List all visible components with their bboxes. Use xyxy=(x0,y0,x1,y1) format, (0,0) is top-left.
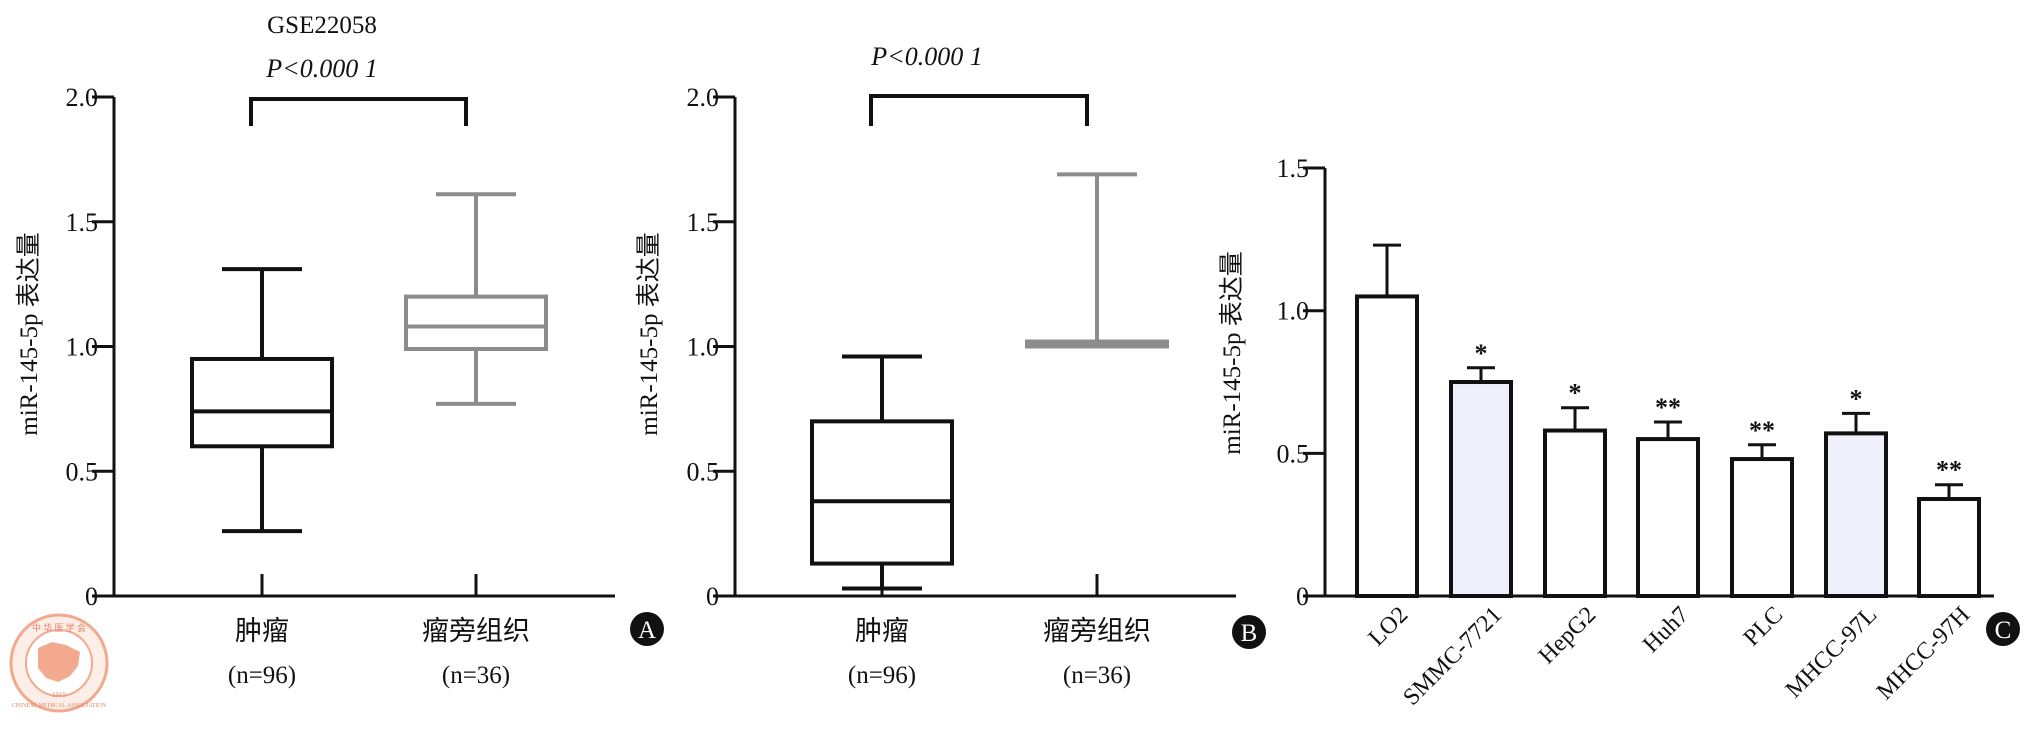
panel-a-significance-bracket xyxy=(249,97,468,126)
panel-c-bar-plc: ** PLC xyxy=(1730,416,1794,652)
panel-b: P<0.000 1 miR-145-5p 表达量 0 0.5 1.0 1.5 2.0 肿… xyxy=(635,42,1266,689)
y-tick-label: 1.0 xyxy=(66,333,99,362)
y-tick-label: 0 xyxy=(85,582,98,611)
panel-c-bar-hepg2: * HepG2 xyxy=(1534,379,1607,669)
panel-c-badge xyxy=(1986,612,2020,646)
panel-a-badge-letter: A xyxy=(638,617,656,644)
panel-b-ylabel: miR-145-5p 表达量 xyxy=(635,232,663,435)
interquartile-box xyxy=(810,419,954,566)
y-tick-label: 1.5 xyxy=(66,208,99,237)
bar xyxy=(1543,428,1607,598)
bar xyxy=(1355,294,1419,598)
y-tick-label: 0 xyxy=(1296,582,1309,611)
panel-a-ylabel: miR-145-5p 表达量 xyxy=(15,232,43,435)
x-tick-label: Huh7 xyxy=(1638,602,1694,658)
chinese-medical-association-logo: 中 华 医 学 会 CHINESE MEDICAL ASSOCIATION 19… xyxy=(9,613,109,713)
logo-text-top: 中 华 医 学 会 xyxy=(32,622,86,633)
panel-c-bar-huh7: ** Huh7 xyxy=(1636,393,1700,658)
panel-b-group-n-tumor: (n=96) xyxy=(848,662,916,689)
significance-mark: ** xyxy=(1655,393,1681,422)
panel-c-bar-mhcc97h: ** MHCC-97H xyxy=(1872,456,1981,705)
significance-mark: * xyxy=(1850,384,1863,413)
panel-b-group-label-tumor: 肿瘤 xyxy=(855,616,909,646)
panel-a-badge xyxy=(630,612,664,646)
panel-b-group-n-adjacent: (n=36) xyxy=(1063,662,1131,689)
interquartile-box xyxy=(404,294,548,351)
bar xyxy=(1824,431,1888,598)
panel-c-ylabel: miR-145-5p 表达量 xyxy=(1218,251,1246,454)
x-tick-label: MHCC-97L xyxy=(1781,602,1882,703)
y-tick-label: 0.5 xyxy=(66,457,99,486)
bar xyxy=(1730,457,1794,598)
bar xyxy=(1449,380,1513,598)
panel-b-badge xyxy=(1232,615,1266,649)
y-tick-label: 2.0 xyxy=(687,83,720,112)
panel-c-badge-letter: C xyxy=(1995,617,2012,644)
y-tick-label: 1.0 xyxy=(1277,297,1310,326)
x-tick-label: PLC xyxy=(1739,602,1789,652)
panel-b-significance: P<0.000 1 xyxy=(870,42,982,71)
panel-b-y-axis: 0 0.5 1.0 1.5 2.0 xyxy=(687,83,735,611)
panel-b-badge-letter: B xyxy=(1241,620,1258,647)
x-tick-label: LO2 xyxy=(1364,602,1413,651)
panel-a-group-n-tumor: (n=96) xyxy=(228,662,296,689)
panel-a-box-adjacent xyxy=(404,192,548,406)
panel-a-title: GSE22058 xyxy=(267,12,377,39)
panel-a-box-tumor xyxy=(190,267,334,534)
logo-year: 1915 xyxy=(52,691,67,699)
logo-text-ring: CHINESE MEDICAL ASSOCIATION xyxy=(12,703,107,709)
panel-a-significance: P<0.000 1 xyxy=(265,54,377,83)
panel-a-y-axis: 0 0.5 1.0 1.5 2.0 xyxy=(66,83,114,611)
x-tick-label: MHCC-97H xyxy=(1872,602,1975,705)
panel-c-bar-mhcc97l: * MHCC-97L xyxy=(1781,384,1888,703)
panel-a-group-n-adjacent: (n=36) xyxy=(442,662,510,689)
panel-c: miR-145-5p 表达量 0 0.5 1.0 1.5 LO2 * SMMC-772… xyxy=(1218,154,2020,711)
y-tick-label: 0 xyxy=(706,582,719,611)
y-tick-label: 0.5 xyxy=(1277,439,1310,468)
panel-b-significance-bracket xyxy=(869,94,1089,126)
panel-c-bar-lo2: LO2 xyxy=(1355,243,1419,651)
panel-b-box-tumor xyxy=(810,354,954,591)
significance-mark: * xyxy=(1475,339,1488,368)
logo-map-icon xyxy=(38,642,80,682)
x-tick-label: HepG2 xyxy=(1534,602,1601,669)
panel-a: GSE22058 P<0.000 1 miR-145-5p 表达量 0 0.5 1.… xyxy=(15,12,664,689)
x-tick-label: SMMC-7721 xyxy=(1398,602,1507,711)
panel-a-group-label-adjacent: 瘤旁组织 xyxy=(422,616,530,646)
significance-mark: ** xyxy=(1749,416,1775,445)
y-tick-label: 0.5 xyxy=(687,457,720,486)
significance-mark: * xyxy=(1569,379,1582,408)
panel-a-group-label-tumor: 肿瘤 xyxy=(235,616,289,646)
interquartile-box xyxy=(190,356,334,449)
bar xyxy=(1636,437,1700,598)
y-tick-label: 1.5 xyxy=(1277,154,1310,183)
significance-mark: ** xyxy=(1936,456,1962,485)
panel-b-group-label-adjacent: 瘤旁组织 xyxy=(1043,616,1151,646)
y-tick-label: 1.0 xyxy=(687,333,720,362)
y-tick-label: 2.0 xyxy=(66,83,99,112)
panel-c-y-axis: 0 0.5 1.0 1.5 xyxy=(1277,154,1325,611)
y-tick-label: 1.5 xyxy=(687,208,720,237)
bar xyxy=(1917,496,1981,598)
panel-b-box-adjacent xyxy=(1025,172,1169,349)
